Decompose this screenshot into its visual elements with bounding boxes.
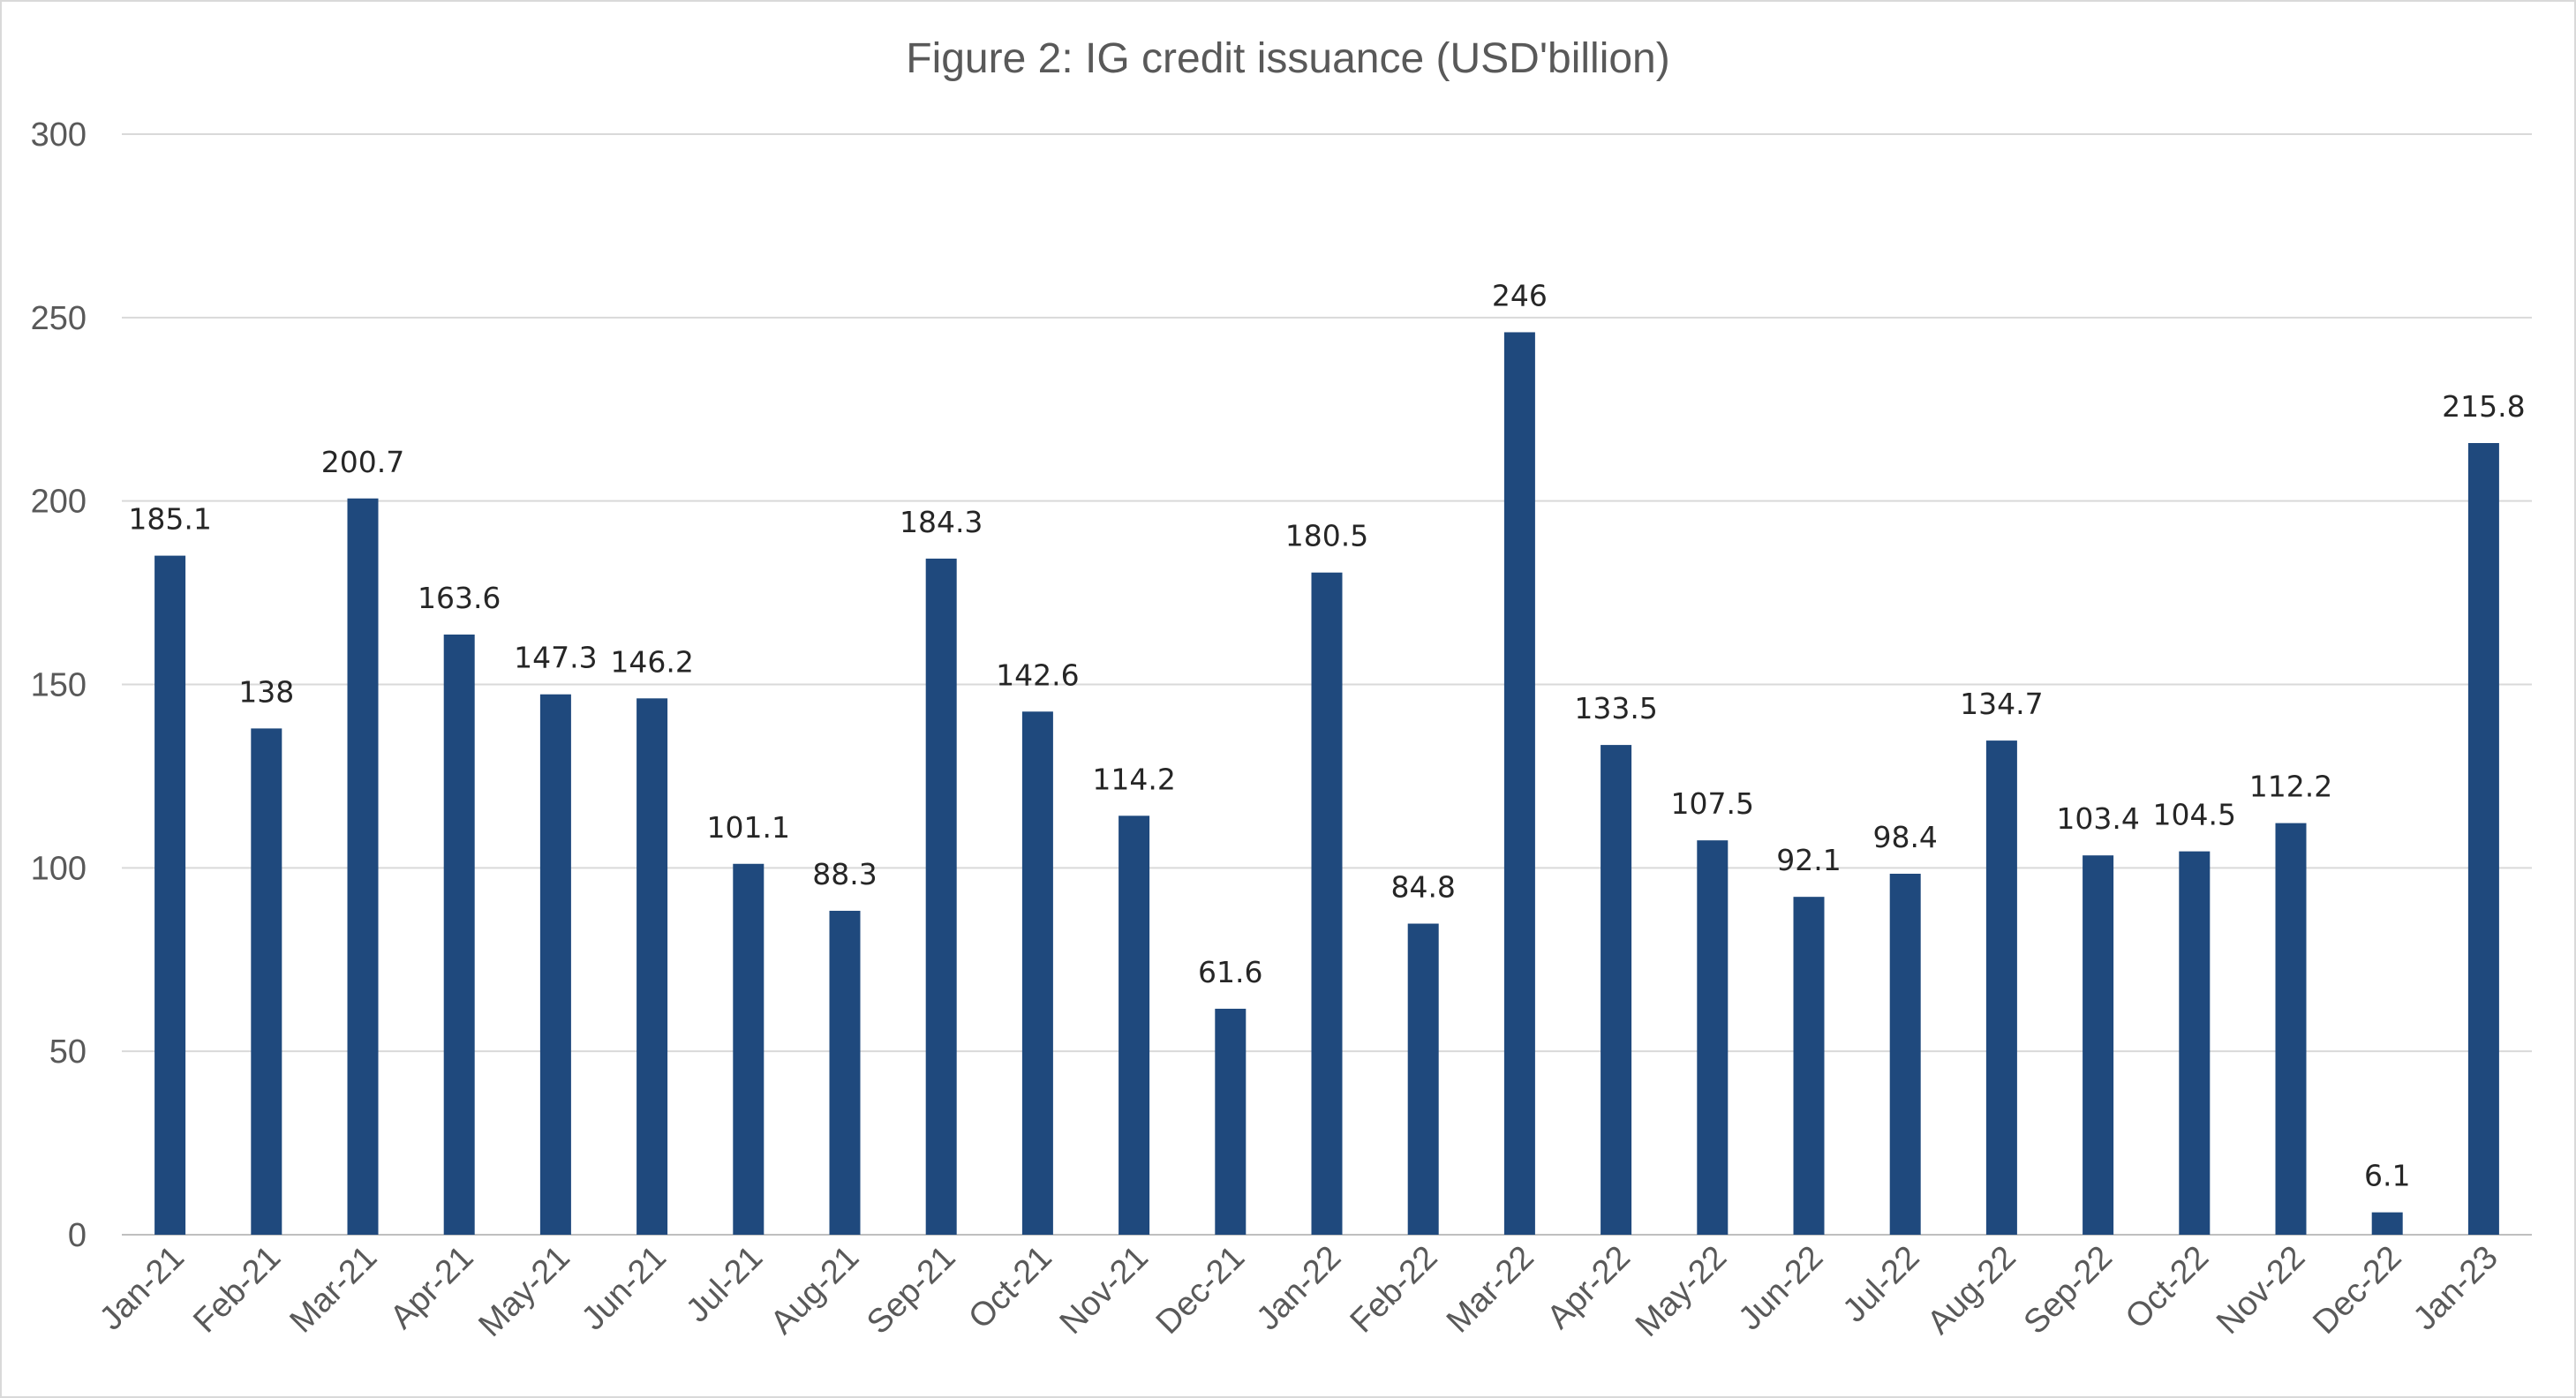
bar-jul-21 <box>733 863 765 1235</box>
x-tick-label: Feb-22 <box>1344 1239 1445 1341</box>
x-tick-label: Feb-21 <box>186 1239 288 1341</box>
bar-sep-22 <box>2083 855 2114 1235</box>
data-label: 103.4 <box>2056 801 2139 836</box>
data-label: 84.8 <box>1390 870 1455 905</box>
bar-aug-21 <box>829 910 861 1235</box>
data-label: 200.7 <box>321 445 404 479</box>
data-label: 147.3 <box>514 641 597 675</box>
data-label: 98.4 <box>1872 820 1937 854</box>
x-tick-label: Jul-21 <box>679 1239 770 1330</box>
x-tick-label: Aug-22 <box>1920 1239 2022 1342</box>
bar-oct-21 <box>1021 711 1053 1235</box>
x-tick-label: Jan-21 <box>93 1239 192 1338</box>
x-tick-label: Jan-23 <box>2407 1239 2505 1338</box>
y-axis-ticks: 0 50 100 150 200 250 300 <box>31 116 87 1254</box>
data-label: 185.1 <box>128 502 211 537</box>
x-tick-label: Jun-22 <box>1731 1239 1830 1338</box>
y-tick-label: 0 <box>68 1217 87 1254</box>
bar-oct-22 <box>2179 851 2211 1235</box>
x-tick-label: Sep-22 <box>2017 1239 2120 1342</box>
bar-may-22 <box>1697 840 1729 1235</box>
data-label: 114.2 <box>1092 762 1175 796</box>
bar-jan-21 <box>154 555 186 1235</box>
bar-aug-22 <box>1985 740 2017 1235</box>
data-label: 133.5 <box>1574 691 1657 725</box>
x-tick-label: May-21 <box>471 1239 576 1344</box>
data-label: 142.6 <box>996 658 1079 692</box>
bar-mar-21 <box>347 498 379 1235</box>
bar-jan-23 <box>2467 442 2499 1235</box>
x-tick-label: Dec-21 <box>1149 1239 1252 1342</box>
data-label: 146.2 <box>610 644 693 679</box>
bar-mar-22 <box>1503 332 1535 1236</box>
bar-dec-22 <box>2371 1212 2403 1235</box>
x-tick-label: Jul-22 <box>1836 1239 1927 1330</box>
data-label: 163.6 <box>418 581 501 615</box>
bar-jun-21 <box>636 698 668 1235</box>
x-tick-label: Mar-22 <box>1440 1239 1541 1341</box>
data-label: 92.1 <box>1776 843 1841 877</box>
bar-feb-22 <box>1407 923 1439 1235</box>
bar-sep-21 <box>925 558 957 1235</box>
bar-jul-22 <box>1889 873 1921 1235</box>
x-tick-label: Mar-21 <box>283 1239 385 1341</box>
x-tick-label: Aug-21 <box>764 1239 866 1342</box>
x-tick-label: Jan-22 <box>1249 1239 1348 1338</box>
x-tick-label: Sep-21 <box>860 1239 962 1342</box>
bar-may-21 <box>539 694 571 1235</box>
data-labels: 185.1 138 200.7 163.6 147.3 146.2 101.1 88.3 184… <box>128 278 2525 1192</box>
bar-nov-21 <box>1119 816 1150 1235</box>
data-label: 107.5 <box>1671 786 1754 821</box>
y-tick-label: 100 <box>31 850 87 887</box>
x-tick-label: Dec-22 <box>2306 1239 2408 1342</box>
bar-jun-22 <box>1793 897 1825 1235</box>
y-tick-label: 250 <box>31 300 87 337</box>
data-label: 112.2 <box>2249 770 2332 804</box>
bar-dec-21 <box>1215 1008 1247 1235</box>
data-label: 138 <box>238 674 294 709</box>
data-label: 88.3 <box>812 857 877 891</box>
data-label: 104.5 <box>2153 798 2236 832</box>
data-label: 246 <box>1492 278 1548 312</box>
chart-title: Figure 2: IG credit issuance (USD'billio… <box>906 35 1669 82</box>
bars <box>154 332 2499 1236</box>
y-tick-label: 200 <box>31 484 87 521</box>
x-tick-label: May-22 <box>1629 1239 1734 1344</box>
y-tick-label: 50 <box>49 1033 87 1071</box>
bar-jan-22 <box>1311 572 1343 1235</box>
bar-feb-21 <box>251 728 282 1235</box>
x-tick-label: Nov-22 <box>2210 1239 2312 1342</box>
bar-nov-22 <box>2275 823 2307 1235</box>
x-tick-label: Oct-22 <box>2119 1239 2216 1336</box>
data-label: 61.6 <box>1198 955 1262 989</box>
x-tick-label: Nov-21 <box>1053 1239 1156 1342</box>
data-label: 184.3 <box>900 505 983 539</box>
data-label: 134.7 <box>1960 687 2043 721</box>
y-tick-label: 300 <box>31 116 87 154</box>
y-tick-label: 150 <box>31 667 87 704</box>
x-tick-label: Apr-21 <box>383 1239 480 1336</box>
data-label: 180.5 <box>1285 519 1368 553</box>
data-label: 6.1 <box>2364 1159 2410 1193</box>
x-tick-label: Oct-21 <box>961 1239 1058 1336</box>
x-tick-label: Jun-21 <box>575 1239 674 1338</box>
bar-apr-21 <box>443 634 475 1235</box>
data-label: 215.8 <box>2442 389 2525 424</box>
x-tick-label: Apr-22 <box>1540 1239 1638 1336</box>
data-label: 101.1 <box>707 810 790 845</box>
bar-apr-22 <box>1601 745 1632 1235</box>
